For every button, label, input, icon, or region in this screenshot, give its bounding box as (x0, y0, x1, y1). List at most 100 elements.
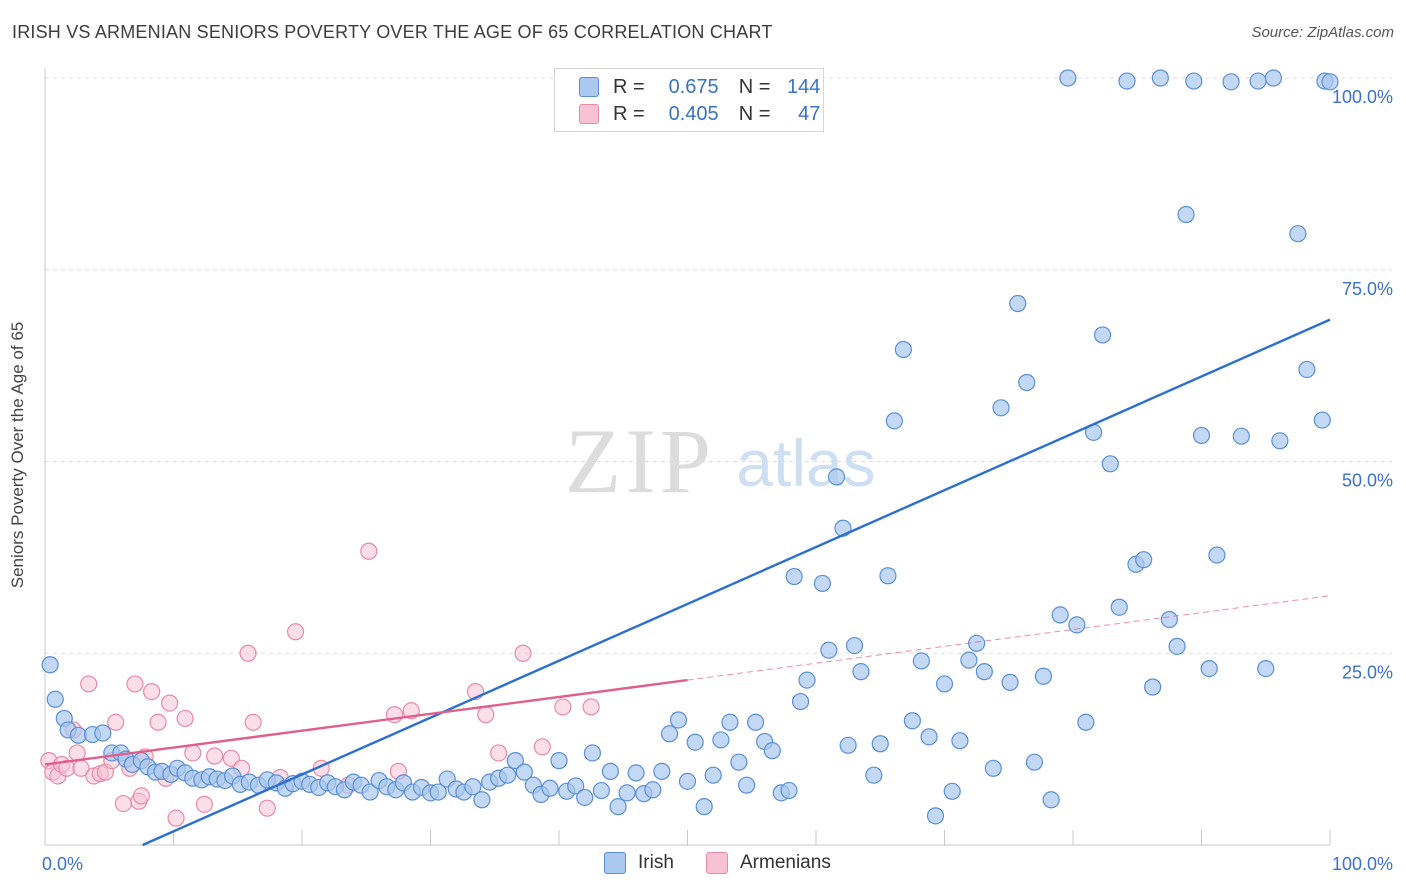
legend-item-irish[interactable]: Irish (604, 852, 674, 874)
irish-point (1222, 73, 1240, 91)
chart-title: IRISH VS ARMENIAN SENIORS POVERTY OVER T… (12, 22, 773, 42)
irish-point (1160, 610, 1178, 629)
irish-point (975, 663, 993, 681)
armenians-point (184, 744, 202, 762)
irish-point (1009, 294, 1027, 313)
irish-point (704, 766, 722, 784)
armenians-point (107, 713, 125, 731)
grid-lines (45, 77, 1392, 654)
watermark-zip: ZIP (565, 410, 715, 512)
irish-r-label: R = (613, 75, 645, 98)
irish-point (912, 652, 930, 670)
irish-point (46, 690, 64, 708)
irish-point (1208, 546, 1226, 564)
irish-point (785, 567, 803, 586)
irish-point (935, 675, 954, 693)
irish-point (885, 412, 903, 430)
irish-point (865, 766, 883, 784)
irish-legend-label: Irish (638, 852, 674, 873)
x-tick-label: 100.0% (1332, 854, 1393, 874)
irish-point (984, 759, 1002, 777)
irish-r-value: 0.675 (668, 75, 719, 98)
irish-point (473, 791, 491, 809)
armenians-point (258, 799, 276, 817)
irish-point (653, 762, 671, 780)
armenians-r-label: R = (613, 102, 645, 125)
irish-point (1068, 616, 1086, 634)
irish-point (712, 731, 730, 749)
armenians-point (582, 698, 600, 716)
irish-point (1051, 606, 1069, 624)
watermark-atlas: atlas (736, 426, 875, 500)
irish-point (592, 781, 611, 800)
irish-point (627, 764, 645, 782)
irish-point (798, 671, 816, 689)
irish-point (618, 784, 636, 802)
irish-point (1249, 72, 1267, 90)
irish-point (1264, 69, 1283, 87)
irish-trend-line (142, 318, 1331, 847)
irish-point (992, 399, 1010, 417)
irish-point (1034, 667, 1053, 685)
irish-point (1192, 426, 1211, 445)
armenians-n-label: N = (738, 102, 771, 125)
tick-labels: 100.0% 75.0% 50.0% 25.0% 0.0% 100.0% (42, 87, 1393, 874)
irish-point (583, 744, 602, 762)
irish-point (845, 636, 864, 655)
irish-point (541, 779, 559, 797)
armenians-point (126, 675, 144, 693)
armenians-point (114, 794, 132, 813)
irish-point (550, 752, 568, 770)
irish-point (827, 468, 846, 486)
irish-point (903, 712, 921, 730)
irish-point (894, 340, 912, 359)
irish-point (499, 766, 517, 784)
armenians-point (244, 713, 262, 731)
irish-point (1185, 72, 1203, 90)
irish-point (721, 713, 739, 731)
x-tick-label: 0.0% (42, 854, 83, 874)
armenians-point (206, 747, 224, 765)
armenians-point (239, 644, 257, 662)
irish-point (506, 752, 524, 770)
irish-point (686, 733, 704, 751)
irish-point (920, 728, 938, 746)
armenians-swatch (579, 104, 599, 124)
irish-point (567, 777, 585, 795)
series-legend: Irish Armenians (0, 852, 1406, 876)
armenians-point (477, 706, 495, 724)
irish-point (871, 735, 889, 753)
irish-point (429, 783, 447, 801)
armenians-point (167, 809, 185, 827)
armenians-point (149, 713, 167, 731)
irish-point (464, 778, 482, 796)
y-tick-label: 100.0% (1332, 87, 1393, 107)
armenians-r-value: 0.405 (668, 102, 719, 125)
irish-point (601, 762, 620, 780)
irish-point (960, 651, 978, 669)
y-axis-label: Seniors Poverty Over the Age of 65 (8, 321, 27, 589)
armenians-point (514, 644, 532, 662)
irish-point (678, 772, 697, 790)
irish-point (763, 742, 781, 760)
irish-point (1144, 678, 1162, 696)
legend-item-armenians[interactable]: Armenians (706, 852, 831, 874)
irish-point (94, 724, 112, 742)
armenians-point (222, 749, 240, 767)
correlation-legend: R = 0.675 N = 144 R = 0.405 N = 47 (554, 68, 824, 132)
irish-point (1059, 69, 1077, 87)
legend-row-irish: R = 0.675 N = 144 (579, 74, 820, 100)
irish-n-value: 144 (787, 75, 821, 98)
armenians-point (360, 542, 378, 560)
irish-point (669, 711, 688, 729)
irish-point (1257, 659, 1275, 678)
irish-point (730, 753, 748, 771)
irish-point (1271, 432, 1289, 450)
irish-point (813, 574, 832, 593)
irish-point (1025, 753, 1044, 771)
irish-point (576, 788, 594, 807)
irish-point (1093, 326, 1112, 344)
armenians-point (554, 698, 572, 716)
armenians-trend-line (44, 678, 688, 766)
